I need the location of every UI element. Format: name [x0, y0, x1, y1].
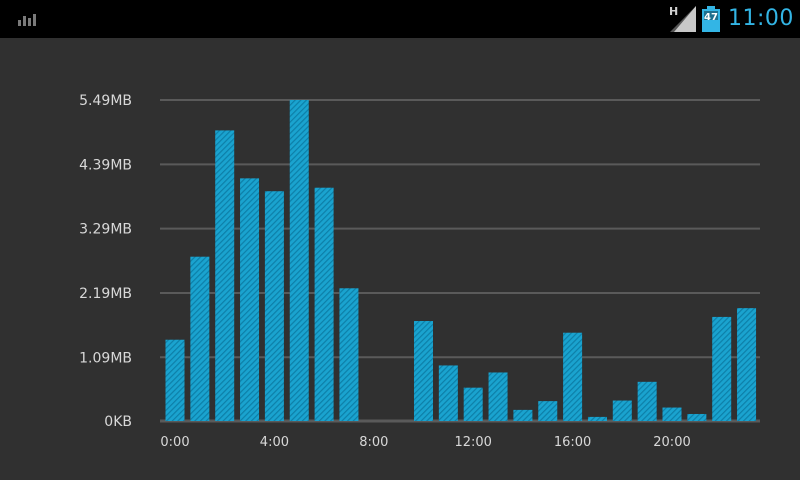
- usage-bar-20:00: [662, 407, 682, 421]
- status-clock: 11:00: [728, 6, 794, 31]
- usage-bar-13:00: [488, 372, 508, 421]
- usage-bar-14:00: [513, 409, 533, 421]
- usage-bar-17:00: [587, 416, 607, 421]
- usage-bar-18:00: [612, 400, 632, 421]
- usage-bar-chart: 0KB 1.09MB 2.19MB 3.29MB 4.39MB 5.49MB 0:00 4:…: [79, 93, 760, 450]
- usage-bar-7:00: [339, 288, 359, 421]
- x-tick-label: 0:00: [160, 435, 189, 450]
- usage-bar-16:00: [563, 332, 583, 421]
- usage-bar-4:00: [264, 191, 284, 421]
- usage-bar-11:00: [438, 365, 458, 421]
- x-tick-label: 4:00: [260, 435, 289, 450]
- x-tick-label: 20:00: [653, 435, 690, 450]
- signal-strength-icon: [670, 6, 696, 32]
- usage-bar-12:00: [463, 387, 483, 421]
- x-tick-label: 12:00: [454, 435, 491, 450]
- bar-chart-icon: [18, 14, 36, 26]
- usage-bar-6:00: [314, 187, 334, 421]
- network-type-label: H: [669, 5, 679, 18]
- usage-bar-1:00: [190, 256, 210, 421]
- usage-bar-10:00: [414, 321, 433, 421]
- usage-bar-0:00: [165, 339, 185, 421]
- usage-bar-3:00: [240, 178, 260, 421]
- y-tick-label: 0KB: [104, 414, 132, 430]
- data-usage-chart: 0KB 1.09MB 2.19MB 3.29MB 4.39MB 5.49MB 0:00 4:…: [0, 38, 800, 480]
- x-tick-label: 8:00: [359, 435, 388, 450]
- y-tick-label: 2.19MB: [79, 286, 132, 302]
- battery-level-label: 47: [704, 12, 718, 23]
- battery-icon: [702, 6, 720, 32]
- y-tick-label: 5.49MB: [79, 93, 132, 109]
- y-tick-label: 4.39MB: [79, 157, 132, 173]
- x-tick-label: 16:00: [554, 435, 591, 450]
- y-tick-label: 3.29MB: [79, 222, 132, 238]
- usage-bar-2:00: [215, 130, 235, 422]
- usage-bar-15:00: [538, 401, 558, 421]
- usage-bar-5:00: [289, 100, 309, 421]
- usage-bar-19:00: [637, 381, 657, 421]
- y-tick-label: 1.09MB: [79, 350, 132, 366]
- status-bar: H 47 11:00: [0, 0, 800, 38]
- usage-bar-23:00: [737, 308, 757, 421]
- usage-bar-21:00: [687, 413, 707, 421]
- usage-bar-22:00: [712, 316, 732, 421]
